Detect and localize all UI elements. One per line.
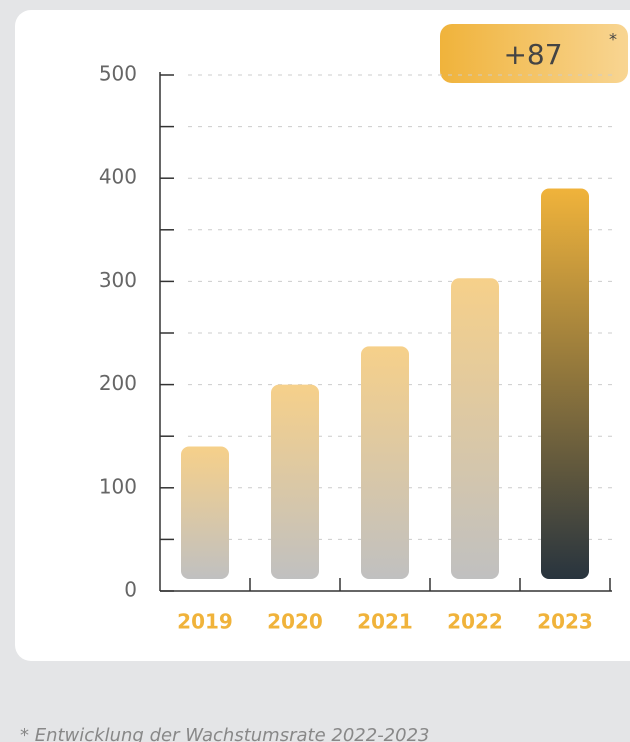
y-tick-label: 500 [99,62,137,86]
y-tick-label: 300 [99,268,137,292]
bar [541,188,589,579]
x-tick-label: 2022 [447,610,503,634]
card [15,10,630,661]
y-tick-label: 200 [99,371,137,395]
y-tick-label: 100 [99,474,137,498]
y-tick-label: 400 [99,165,137,189]
y-tick-label: 0 [124,578,137,602]
badge-text: +87 [503,38,562,71]
badge [440,24,628,83]
bar [451,278,499,579]
bar [271,384,319,579]
x-tick-label: 2021 [357,610,413,634]
x-tick-label: 2020 [267,610,323,634]
x-tick-label: 2023 [537,610,593,634]
badge-mark: * [609,30,617,49]
x-tick-label: 2019 [177,610,233,634]
bar [361,346,409,579]
bar [181,446,229,579]
footnote: * Entwicklung der Wachstumsrate 2022-202… [20,725,430,742]
